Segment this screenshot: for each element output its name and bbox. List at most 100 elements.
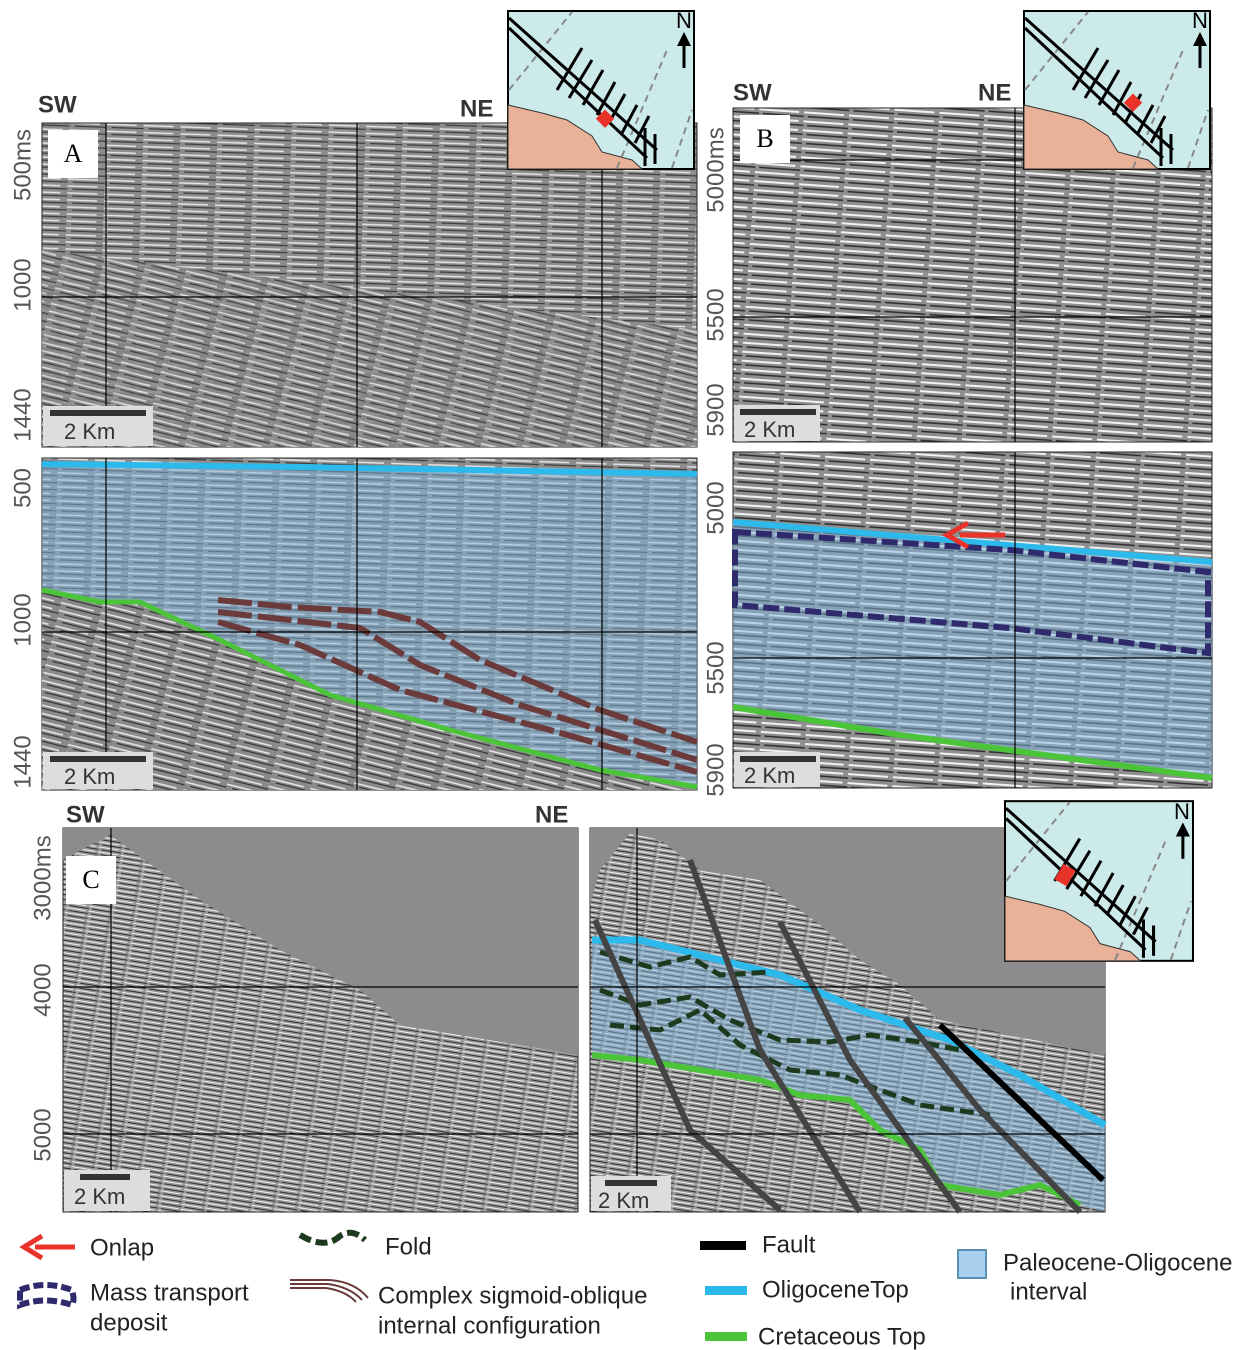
mass-transport <box>732 528 1211 657</box>
shape <box>48 130 98 178</box>
axis-label: 5500 <box>702 288 729 341</box>
axis-label: 5000 <box>702 481 729 534</box>
legend-label: Fold <box>385 1233 432 1260</box>
shape <box>42 590 697 790</box>
shape <box>740 409 816 415</box>
shape <box>63 828 578 1055</box>
shape <box>298 1229 368 1246</box>
shape <box>66 856 116 904</box>
scale-label: 2 Km <box>598 1188 649 1213</box>
direction: NE <box>535 801 568 828</box>
shape <box>290 1279 369 1303</box>
shape <box>80 1174 130 1180</box>
direction: NE <box>978 79 1011 106</box>
shape <box>217 609 698 763</box>
panel-label: B <box>756 124 773 153</box>
panel-c-left: C 2 Km <box>62 827 579 1213</box>
shape <box>217 597 698 745</box>
shape <box>1004 800 1194 962</box>
shape <box>777 920 963 1214</box>
location-map: N <box>1004 799 1194 962</box>
shape <box>1123 93 1143 112</box>
direction: NE <box>460 95 493 122</box>
shape <box>957 1249 987 1279</box>
axis-label: 5000 <box>29 1108 56 1161</box>
shape <box>740 756 816 762</box>
shape <box>705 1286 747 1295</box>
shape <box>217 619 698 775</box>
panel-label: A <box>64 139 83 168</box>
axis-label: 3000ms <box>29 835 56 920</box>
scale-label: 2 Km <box>744 763 795 788</box>
shape <box>50 756 146 762</box>
legend-label: Cretaceous Top <box>758 1323 926 1350</box>
shape <box>590 828 1105 1055</box>
fault <box>937 1022 1106 1183</box>
shape <box>687 858 863 1214</box>
shape <box>740 115 790 163</box>
shape <box>1054 863 1076 887</box>
shape <box>605 1180 657 1186</box>
scale-label: 2 Km <box>64 419 115 444</box>
axis-label: 500ms <box>9 129 36 201</box>
north-label: N <box>676 8 692 33</box>
scale-label: 2 Km <box>64 764 115 789</box>
fault <box>592 858 1083 1215</box>
oligocene-top <box>592 936 1107 1129</box>
legend-label: Paleocene-Oligocene <box>1003 1249 1233 1276</box>
axis-label: 1440 <box>9 735 36 788</box>
shape <box>1023 10 1211 170</box>
location-map: N <box>1023 8 1211 170</box>
legend-label: interval <box>1010 1278 1087 1305</box>
shape <box>599 987 961 1053</box>
axis-label: 5000ms <box>702 127 729 212</box>
cretaceous-top <box>591 1052 1082 1208</box>
legend-label: Complex sigmoid-oblique <box>378 1282 647 1309</box>
shape <box>17 1282 77 1310</box>
scale-label: 2 Km <box>74 1184 125 1209</box>
oligocene-top <box>41 461 698 477</box>
scale-label: 2 Km <box>744 417 795 442</box>
legend: Onlap Mass transport deposit Fold Comple… <box>17 1229 1233 1350</box>
shape <box>595 109 615 128</box>
shape <box>290 1279 369 1299</box>
sigmoid-oblique <box>217 597 698 775</box>
interval-fill <box>42 462 697 787</box>
oligocene-top <box>732 519 1213 565</box>
direction: SW <box>66 801 105 828</box>
shape <box>290 1287 357 1303</box>
axis-label: 1440 <box>9 388 36 441</box>
direction: SW <box>38 91 77 118</box>
legend-label: Fault <box>762 1231 816 1258</box>
shape <box>609 1007 991 1118</box>
axis-label: 5500 <box>702 641 729 694</box>
panel-a-top: A 2 Km <box>41 122 698 448</box>
shape <box>592 918 782 1213</box>
shape <box>700 1241 746 1250</box>
fold <box>599 949 991 1118</box>
legend-label: Onlap <box>90 1234 154 1261</box>
shape <box>290 1283 363 1301</box>
cretaceous-top <box>732 704 1213 781</box>
shape <box>705 1332 747 1341</box>
axis-label: 500 <box>9 468 36 508</box>
interval-fill <box>733 522 1212 778</box>
panel-a-bottom: 2 Km <box>41 457 698 791</box>
location-map: N <box>507 8 695 170</box>
axis-label: 5900 <box>702 383 729 436</box>
axis-label: 1000 <box>9 258 36 311</box>
panel-c-right: 2 Km <box>589 827 1107 1215</box>
shape <box>599 949 771 978</box>
axis-label: 4000 <box>29 963 56 1016</box>
onlap-arrow <box>941 520 970 550</box>
direction: SW <box>733 79 772 106</box>
shape <box>50 410 146 416</box>
north-label: N <box>1192 8 1208 33</box>
legend-label: OligoceneTop <box>762 1276 909 1303</box>
north-label: N <box>1174 799 1190 824</box>
shape <box>42 250 697 447</box>
axis-label: 1000 <box>9 593 36 646</box>
legend-label: internal configuration <box>378 1312 601 1339</box>
panel-b-bottom: 2 Km <box>732 451 1213 789</box>
